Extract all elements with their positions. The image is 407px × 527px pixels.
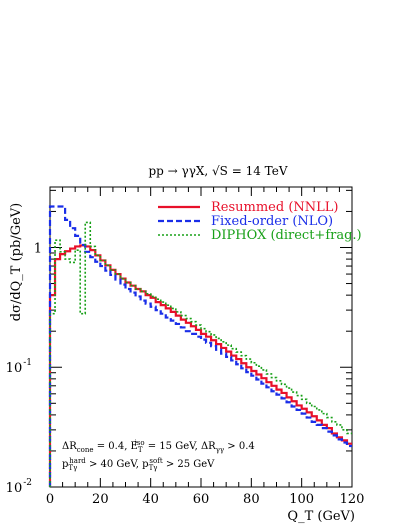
x-tick-label: 100 (289, 492, 314, 507)
annotation-cuts1: ΔRcone = 0.4, ETiso = 15 GeV, ΔRγγ > 0.4 (62, 439, 255, 454)
x-tick-label: 20 (92, 492, 109, 507)
x-axis-label: Q_T (GeV) (287, 509, 355, 524)
series-group (48, 205, 352, 487)
y-axis-label: dσ/dQ_T (pb/GeV) (9, 203, 24, 322)
y-tick-label: 10-1 (6, 358, 32, 376)
legend-label: DIPHOX (direct+frag.) (211, 228, 362, 243)
y-tick-label: 10-2 (6, 478, 32, 496)
x-tick-label: 60 (193, 492, 210, 507)
series-line-1 (48, 244, 352, 487)
x-tick-label: 120 (340, 492, 365, 507)
series-line-3 (49, 221, 352, 487)
legend-label: Resummed (NNLL) (211, 200, 339, 215)
y-ticks: 10-2 10-1 1 (6, 189, 352, 496)
annotation-cuts2: pTγhard > 40 GeV, pTγsoft > 25 GeV (62, 457, 215, 472)
x-ticks: 0 20 40 60 80 100 120 (46, 187, 365, 507)
x-tick-label: 0 (46, 492, 54, 507)
legend-label: Fixed-order (NLO) (211, 214, 333, 229)
chart-title: pp → γγX, √S = 14 TeV (148, 164, 287, 178)
x-tick-label: 40 (142, 492, 159, 507)
x-tick-label: 80 (243, 492, 260, 507)
annotations: ΔRcone = 0.4, ETiso = 15 GeV, ΔRγγ > 0.4… (62, 439, 255, 472)
legend: Resummed (NNLL)Fixed-order (NLO)DIPHOX (… (158, 200, 362, 243)
y-tick-label: 1 (34, 241, 42, 256)
